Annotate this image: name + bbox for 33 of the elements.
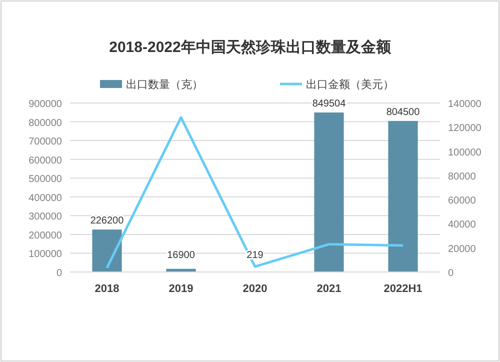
data-label: 804500 — [386, 106, 420, 118]
y2-tick-label: 20000 — [448, 244, 476, 255]
y-tick-label: 500000 — [28, 174, 62, 186]
y-tick-label: 700000 — [28, 136, 62, 148]
x-tick-label: 2021 — [316, 283, 342, 295]
y-tick-label: 800000 — [28, 118, 62, 129]
data-label: 16900 — [167, 250, 196, 261]
y2-tick-label: 100000 — [448, 147, 482, 158]
y2-tick-label: 0 — [448, 268, 454, 279]
x-tick-label: 2018 — [94, 283, 120, 295]
y2-tick-label: 120000 — [448, 123, 482, 134]
legend-label: 出口金额（美元） — [306, 78, 394, 91]
chart-title: 2018-2022年中国天然珍珠出口数量及金额 — [109, 38, 392, 56]
bar — [92, 230, 122, 272]
x-tick-label: 2019 — [168, 283, 194, 295]
y-tick-label: 900000 — [28, 99, 62, 110]
y-tick-label: 0 — [56, 268, 62, 279]
bar — [388, 120, 418, 272]
y2-tick-label: 40000 — [448, 220, 476, 231]
data-label: 226200 — [90, 216, 124, 227]
y-tick-label: 600000 — [28, 155, 62, 166]
legend-label: 出口数量（克） — [126, 78, 203, 91]
x-tick-label: 2022H1 — [384, 283, 422, 295]
y-tick-label: 200000 — [28, 230, 62, 242]
bar — [314, 112, 344, 272]
y-tick-label: 300000 — [28, 212, 62, 223]
y2-tick-label: 80000 — [448, 171, 476, 182]
y-tick-label: 400000 — [28, 192, 62, 204]
y2-tick-label: 140000 — [448, 99, 482, 110]
data-label: 849504 — [312, 98, 346, 110]
y2-tick-label: 60000 — [448, 196, 476, 207]
y-tick-label: 100000 — [28, 249, 62, 260]
x-tick-label: 2020 — [242, 283, 268, 295]
